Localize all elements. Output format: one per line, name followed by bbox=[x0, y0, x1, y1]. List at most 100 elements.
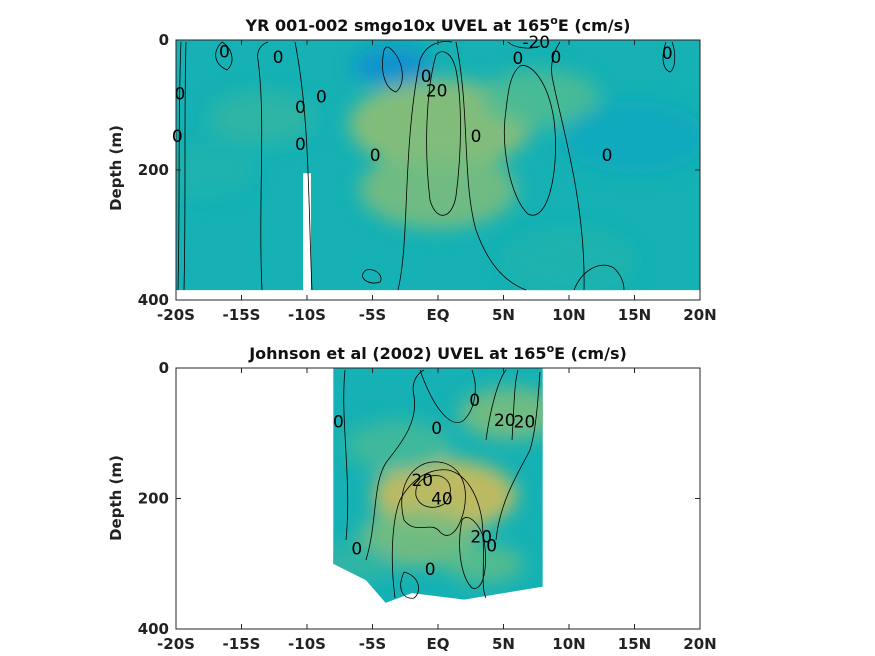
x-tick-label: 5N bbox=[492, 306, 515, 324]
heatmap-cell bbox=[208, 92, 314, 144]
contour-label: 20 bbox=[426, 82, 448, 102]
x-tick-label: -20S bbox=[157, 635, 195, 653]
contour-label: 0 bbox=[273, 48, 284, 68]
panel-bottom-title-main: Johnson et al (2002) UVEL at 165 bbox=[248, 344, 546, 363]
contour-label: 0 bbox=[219, 43, 230, 63]
contour-line bbox=[183, 41, 187, 291]
panel-top-title-main: YR 001-002 smgo10x UVEL at 165 bbox=[245, 16, 551, 35]
contour-line bbox=[365, 369, 425, 561]
contour-line bbox=[459, 517, 486, 589]
contour-label: 0 bbox=[175, 84, 186, 104]
x-tick-label: 20N bbox=[683, 306, 716, 324]
panel-top-heatmap bbox=[176, 40, 700, 291]
x-tick-label: 20N bbox=[683, 635, 716, 653]
contour-line bbox=[419, 369, 476, 423]
heatmap-cell bbox=[359, 150, 517, 229]
heatmap-cell bbox=[503, 228, 635, 291]
contour-line bbox=[177, 41, 182, 291]
contour-line bbox=[573, 264, 625, 291]
heatmap-cell bbox=[176, 144, 255, 196]
contour-label: 20 bbox=[470, 527, 492, 547]
x-tick-label: 15N bbox=[618, 635, 651, 653]
panel-bottom-title-sup: o bbox=[547, 342, 555, 355]
heatmap-cell bbox=[359, 508, 478, 568]
contour-line bbox=[495, 371, 541, 541]
y-tick-label: 200 bbox=[138, 490, 169, 508]
contour-label: 0 bbox=[316, 88, 327, 108]
contour-label: 0 bbox=[550, 48, 561, 68]
contour-line bbox=[426, 51, 461, 216]
contour-label: 0 bbox=[295, 135, 306, 155]
contour-label: 0 bbox=[425, 560, 436, 580]
contour-line bbox=[400, 571, 419, 599]
panel-top-contours bbox=[177, 41, 676, 291]
x-tick-label: -10S bbox=[288, 635, 326, 653]
x-tick-label: -5S bbox=[359, 635, 386, 653]
contour-line bbox=[485, 369, 507, 441]
contour-label: 0 bbox=[602, 146, 613, 166]
x-tick-label: 5N bbox=[492, 635, 515, 653]
contour-line bbox=[294, 41, 313, 291]
contour-line bbox=[507, 41, 541, 49]
y-tick-label: 200 bbox=[138, 161, 169, 179]
contour-line bbox=[415, 475, 451, 508]
panel-bottom-ylabel: Depth (m) bbox=[107, 455, 125, 541]
x-tick-label: -10S bbox=[288, 306, 326, 324]
contour-label: 0 bbox=[370, 146, 381, 166]
y-tick-label: 400 bbox=[138, 620, 169, 638]
contour-line bbox=[215, 41, 233, 71]
x-tick-label: -15S bbox=[223, 306, 261, 324]
panel-top-title: YR 001-002 smgo10x UVEL at 165oE (cm/s) bbox=[245, 14, 631, 35]
x-tick-label: 10N bbox=[552, 635, 585, 653]
contour-label: 40 bbox=[431, 490, 453, 510]
contour-line bbox=[382, 46, 403, 93]
contour-line bbox=[391, 469, 487, 599]
panel-bottom: Johnson et al (2002) UVEL at 165oE (cm/s… bbox=[107, 342, 717, 653]
contour-label: 0 bbox=[469, 391, 480, 411]
x-tick-label: 15N bbox=[618, 306, 651, 324]
contour-label: 0 bbox=[512, 49, 523, 69]
panel-top-ylabel: Depth (m) bbox=[107, 125, 125, 211]
contour-label: 20 bbox=[411, 471, 433, 491]
x-tick-label: -15S bbox=[223, 635, 261, 653]
missing-data-gap bbox=[303, 173, 311, 291]
contour-label: 0 bbox=[295, 98, 306, 118]
y-tick-label: 400 bbox=[138, 291, 169, 309]
contour-line bbox=[662, 41, 676, 73]
panel-top: YR 001-002 smgo10x UVEL at 165oE (cm/s) bbox=[107, 14, 717, 324]
contour-label: 0 bbox=[333, 413, 344, 433]
contour-label: 0 bbox=[351, 540, 362, 560]
panel-bottom-title-tail: E (cm/s) bbox=[554, 344, 627, 363]
panel-top-title-sup: o bbox=[550, 14, 558, 27]
contour-label: 0 bbox=[172, 127, 183, 147]
heatmap-cell bbox=[562, 101, 700, 174]
x-tick-label: 10N bbox=[552, 306, 585, 324]
contour-line bbox=[504, 65, 556, 216]
y-tick-label: 0 bbox=[159, 31, 169, 49]
contour-label: 0 bbox=[421, 67, 432, 87]
panel-top-title-tail: E (cm/s) bbox=[558, 16, 631, 35]
contour-line bbox=[397, 41, 453, 291]
x-tick-label: -20S bbox=[157, 306, 195, 324]
y-tick-label: 0 bbox=[159, 359, 169, 377]
contour-line bbox=[362, 269, 382, 284]
contour-label: -20 bbox=[522, 33, 550, 53]
heatmap-cell bbox=[352, 46, 432, 86]
panel-bottom-title: Johnson et al (2002) UVEL at 165oE (cm/s… bbox=[248, 342, 627, 363]
heatmap-field bbox=[176, 46, 700, 291]
x-tick-label: EQ bbox=[427, 306, 450, 324]
contour-line bbox=[343, 369, 349, 541]
contour-line bbox=[455, 41, 527, 291]
x-tick-label: EQ bbox=[427, 635, 450, 653]
panel-bottom-heatmap bbox=[333, 368, 543, 603]
panel-bottom-contours bbox=[343, 369, 541, 599]
contour-label: 20 bbox=[514, 413, 536, 433]
x-tick-label: -5S bbox=[359, 306, 386, 324]
